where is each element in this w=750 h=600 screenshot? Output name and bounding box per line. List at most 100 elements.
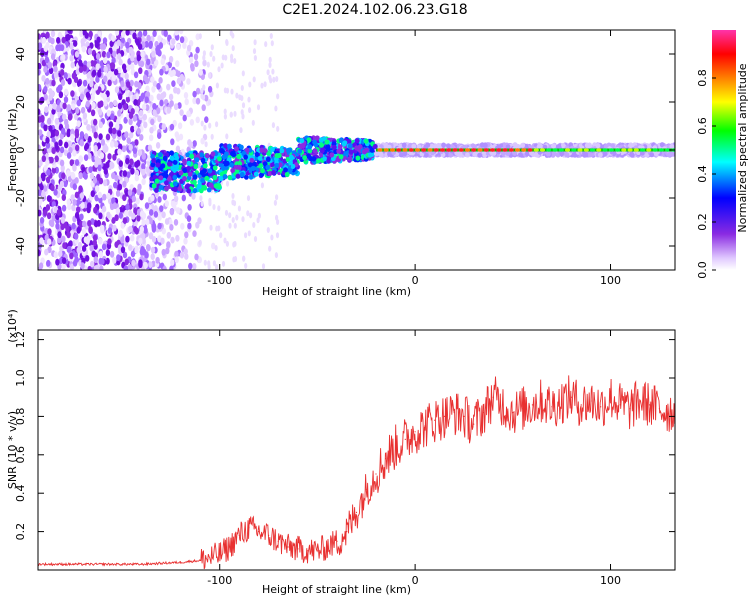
noise-speck xyxy=(45,204,51,211)
ridge-speck xyxy=(483,148,489,152)
noise-speck xyxy=(231,217,235,223)
noise-speck xyxy=(176,207,181,214)
noise-speck xyxy=(88,166,93,174)
band-speck xyxy=(218,162,224,168)
ridge-speck xyxy=(489,148,496,152)
noise-speck xyxy=(101,43,107,50)
noise-speck xyxy=(66,104,72,111)
ridge-speck xyxy=(402,148,408,152)
noise-speck xyxy=(120,246,126,254)
noise-speck xyxy=(123,116,128,124)
ridge-speck xyxy=(539,148,546,152)
noise-speck xyxy=(83,154,89,162)
noise-speck xyxy=(38,90,41,98)
band-speck xyxy=(151,183,157,189)
snr-point xyxy=(326,546,328,548)
band-speck xyxy=(505,144,511,150)
noise-speck xyxy=(72,163,77,171)
noise-speck xyxy=(58,84,63,91)
noise-speck xyxy=(131,212,136,220)
band-speck xyxy=(223,143,229,149)
noise-speck xyxy=(138,237,143,245)
band-speck xyxy=(362,149,367,155)
noise-speck xyxy=(127,189,133,197)
noise-speck xyxy=(167,61,172,69)
noise-speck xyxy=(231,199,235,206)
ridge-speck xyxy=(414,148,421,152)
snr-point xyxy=(277,540,279,542)
noise-speck xyxy=(174,250,179,258)
noise-speck xyxy=(48,67,54,75)
noise-speck xyxy=(92,239,98,247)
noise-speck xyxy=(51,214,56,222)
band-speck xyxy=(338,137,344,143)
noise-speck xyxy=(79,30,84,38)
band-speck xyxy=(387,151,392,157)
noise-speck xyxy=(54,117,60,125)
band-speck xyxy=(230,167,236,174)
noise-speck xyxy=(118,160,124,168)
noise-speck xyxy=(67,140,72,148)
noise-speck xyxy=(272,76,276,83)
band-speck xyxy=(348,149,354,155)
noise-speck xyxy=(200,93,204,100)
noise-speck xyxy=(106,51,111,59)
noise-speck xyxy=(89,80,94,88)
noise-speck xyxy=(158,77,163,84)
x-tick-label: 0 xyxy=(412,274,419,287)
noise-speck xyxy=(101,205,107,213)
noise-speck xyxy=(46,212,52,220)
noise-speck xyxy=(101,50,107,58)
noise-speck xyxy=(207,85,213,93)
ridge-speck xyxy=(546,148,552,152)
band-speck xyxy=(192,174,198,180)
noise-speck xyxy=(143,227,148,234)
ridge-speck xyxy=(558,148,564,152)
noise-speck xyxy=(91,102,96,109)
noise-speck xyxy=(92,69,97,77)
noise-speck xyxy=(176,43,181,50)
noise-speck xyxy=(38,84,42,91)
band-speck xyxy=(189,153,195,159)
noise-speck xyxy=(268,62,272,68)
noise-speck xyxy=(58,250,63,258)
noise-speck xyxy=(190,63,195,70)
noise-speck xyxy=(225,180,230,187)
noise-speck xyxy=(130,167,135,175)
noise-speck xyxy=(45,159,50,167)
noise-speck xyxy=(179,251,185,259)
band-speck xyxy=(186,160,192,166)
noise-speck xyxy=(53,65,58,73)
noise-speck xyxy=(230,57,234,64)
noise-speck xyxy=(48,219,54,227)
snr-series xyxy=(38,375,675,570)
noise-speck xyxy=(151,222,157,230)
noise-speck xyxy=(60,79,66,86)
snr-point xyxy=(609,396,612,398)
band-speck xyxy=(659,142,665,148)
band-speck xyxy=(235,173,241,179)
noise-speck xyxy=(114,174,119,182)
noise-speck xyxy=(233,58,237,64)
band-speck xyxy=(194,157,200,163)
noise-speck xyxy=(256,104,261,111)
band-speck xyxy=(346,139,352,145)
noise-speck xyxy=(56,209,62,216)
band-speck xyxy=(219,148,225,154)
noise-speck xyxy=(63,141,69,149)
noise-speck xyxy=(126,81,131,88)
noise-speck xyxy=(63,118,69,126)
noise-speck xyxy=(59,146,65,154)
noise-speck xyxy=(169,70,174,78)
noise-speck xyxy=(270,234,274,241)
band-speck xyxy=(402,150,408,157)
noise-speck xyxy=(132,32,137,40)
noise-speck xyxy=(69,263,75,270)
snr-point xyxy=(346,531,348,533)
noise-speck xyxy=(108,121,114,128)
noise-speck xyxy=(74,191,80,199)
noise-speck xyxy=(273,199,277,206)
noise-speck xyxy=(212,260,216,267)
band-speck xyxy=(174,155,180,161)
noise-speck xyxy=(66,128,72,136)
